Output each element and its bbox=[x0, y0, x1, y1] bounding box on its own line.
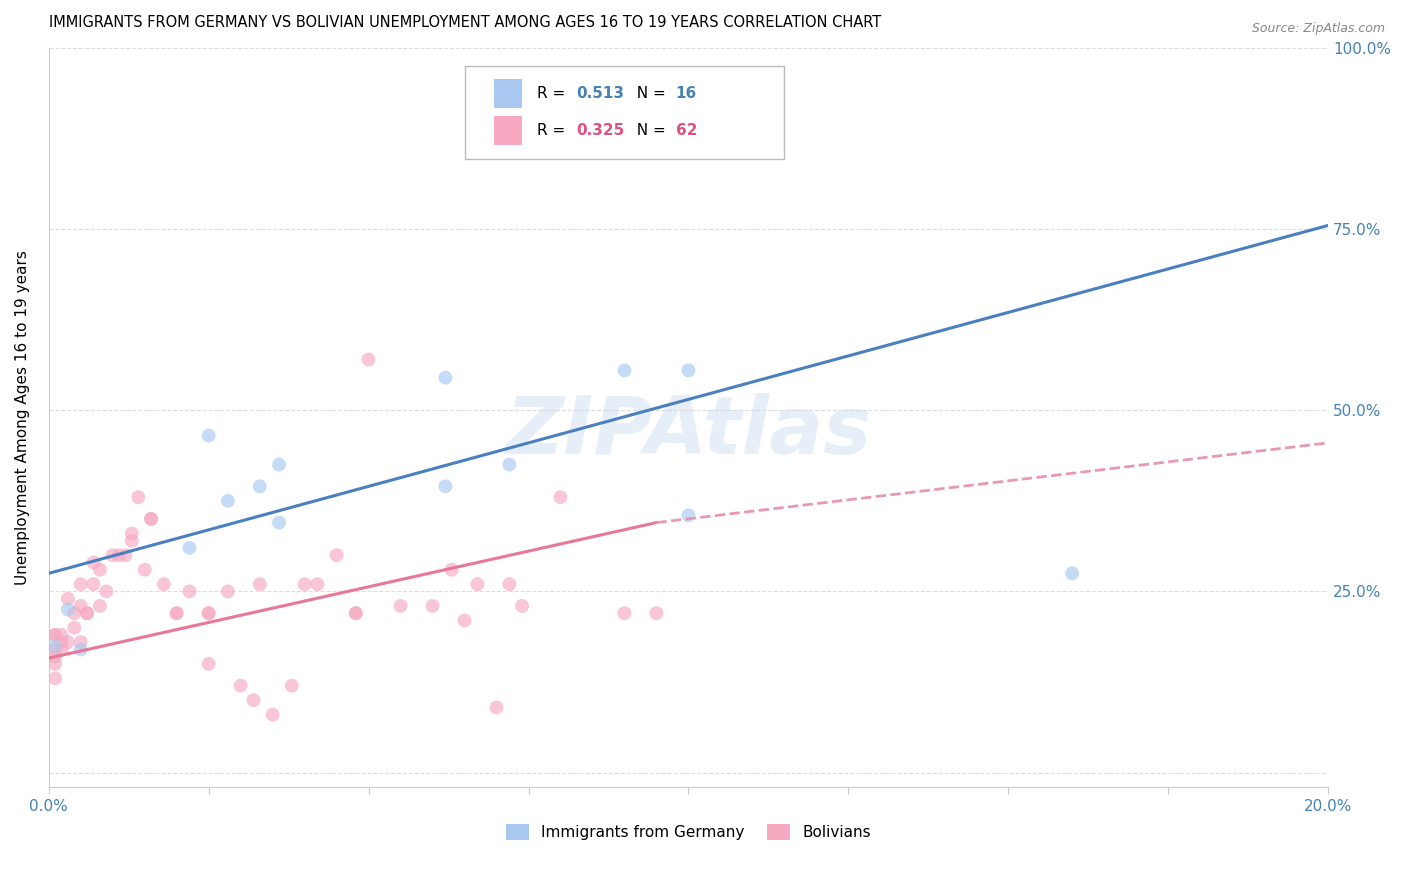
Point bbox=[89, 563, 111, 577]
Point bbox=[197, 428, 219, 442]
Text: 62: 62 bbox=[676, 123, 697, 138]
Point bbox=[613, 363, 636, 377]
Point bbox=[56, 635, 79, 649]
Point bbox=[44, 639, 66, 653]
Point bbox=[645, 606, 668, 620]
Text: 0.513: 0.513 bbox=[576, 87, 624, 101]
Point bbox=[108, 548, 131, 562]
Point bbox=[281, 679, 304, 693]
Point bbox=[197, 606, 219, 620]
Text: Source: ZipAtlas.com: Source: ZipAtlas.com bbox=[1251, 22, 1385, 36]
Point bbox=[229, 679, 252, 693]
Point bbox=[51, 642, 73, 657]
Text: 16: 16 bbox=[676, 87, 697, 101]
Point bbox=[678, 363, 700, 377]
Point bbox=[56, 602, 79, 616]
Point bbox=[51, 635, 73, 649]
Point bbox=[434, 479, 457, 493]
Point bbox=[83, 577, 105, 591]
FancyBboxPatch shape bbox=[494, 78, 522, 109]
Point bbox=[498, 577, 520, 591]
Point bbox=[422, 599, 444, 613]
Text: 0.325: 0.325 bbox=[576, 123, 624, 138]
FancyBboxPatch shape bbox=[464, 66, 785, 159]
Point bbox=[485, 700, 508, 714]
Text: N =: N = bbox=[627, 87, 671, 101]
Text: ZIPAtlas: ZIPAtlas bbox=[505, 393, 872, 471]
Point bbox=[179, 584, 201, 599]
Point bbox=[166, 606, 188, 620]
Point bbox=[389, 599, 412, 613]
Point bbox=[510, 599, 533, 613]
Point bbox=[325, 548, 347, 562]
Point bbox=[613, 606, 636, 620]
Point bbox=[550, 490, 572, 504]
Point bbox=[44, 672, 66, 686]
Point bbox=[63, 606, 86, 620]
Point bbox=[678, 508, 700, 523]
Point bbox=[217, 584, 239, 599]
FancyBboxPatch shape bbox=[494, 116, 522, 145]
Point bbox=[127, 490, 149, 504]
Point bbox=[249, 479, 271, 493]
Point bbox=[101, 548, 124, 562]
Point bbox=[44, 649, 66, 664]
Point bbox=[139, 512, 162, 526]
Point bbox=[44, 642, 66, 657]
Point bbox=[69, 577, 91, 591]
Point bbox=[197, 657, 219, 671]
Point bbox=[267, 458, 290, 472]
Point bbox=[179, 541, 201, 555]
Text: R =: R = bbox=[537, 87, 571, 101]
Text: IMMIGRANTS FROM GERMANY VS BOLIVIAN UNEMPLOYMENT AMONG AGES 16 TO 19 YEARS CORRE: IMMIGRANTS FROM GERMANY VS BOLIVIAN UNEM… bbox=[49, 15, 882, 30]
Point bbox=[44, 628, 66, 642]
Text: N =: N = bbox=[627, 123, 671, 138]
Point bbox=[440, 563, 463, 577]
Point bbox=[76, 606, 98, 620]
Point bbox=[121, 526, 143, 541]
Point bbox=[134, 563, 156, 577]
Point bbox=[166, 606, 188, 620]
Point bbox=[51, 628, 73, 642]
Point bbox=[56, 591, 79, 606]
Point bbox=[139, 512, 162, 526]
Point bbox=[344, 606, 367, 620]
Point bbox=[357, 352, 380, 367]
Point bbox=[1062, 566, 1084, 581]
Point bbox=[69, 635, 91, 649]
Point bbox=[294, 577, 316, 591]
Y-axis label: Unemployment Among Ages 16 to 19 years: Unemployment Among Ages 16 to 19 years bbox=[15, 250, 30, 585]
Point bbox=[197, 606, 219, 620]
Point bbox=[262, 707, 284, 722]
Point bbox=[76, 606, 98, 620]
Point bbox=[307, 577, 329, 591]
Point bbox=[242, 693, 264, 707]
Point bbox=[453, 614, 475, 628]
Point bbox=[44, 657, 66, 671]
Point bbox=[69, 642, 91, 657]
Point bbox=[434, 370, 457, 384]
Point bbox=[267, 516, 290, 530]
Point bbox=[467, 577, 489, 591]
Point bbox=[89, 599, 111, 613]
Point bbox=[114, 548, 136, 562]
Point bbox=[63, 621, 86, 635]
Point bbox=[498, 458, 520, 472]
Point bbox=[249, 577, 271, 591]
Text: R =: R = bbox=[537, 123, 571, 138]
Point bbox=[344, 606, 367, 620]
Point bbox=[83, 556, 105, 570]
Point bbox=[69, 599, 91, 613]
Point bbox=[121, 533, 143, 548]
Point bbox=[153, 577, 176, 591]
Point bbox=[44, 628, 66, 642]
Point bbox=[96, 584, 118, 599]
Point bbox=[217, 493, 239, 508]
Legend: Immigrants from Germany, Bolivians: Immigrants from Germany, Bolivians bbox=[499, 818, 877, 846]
